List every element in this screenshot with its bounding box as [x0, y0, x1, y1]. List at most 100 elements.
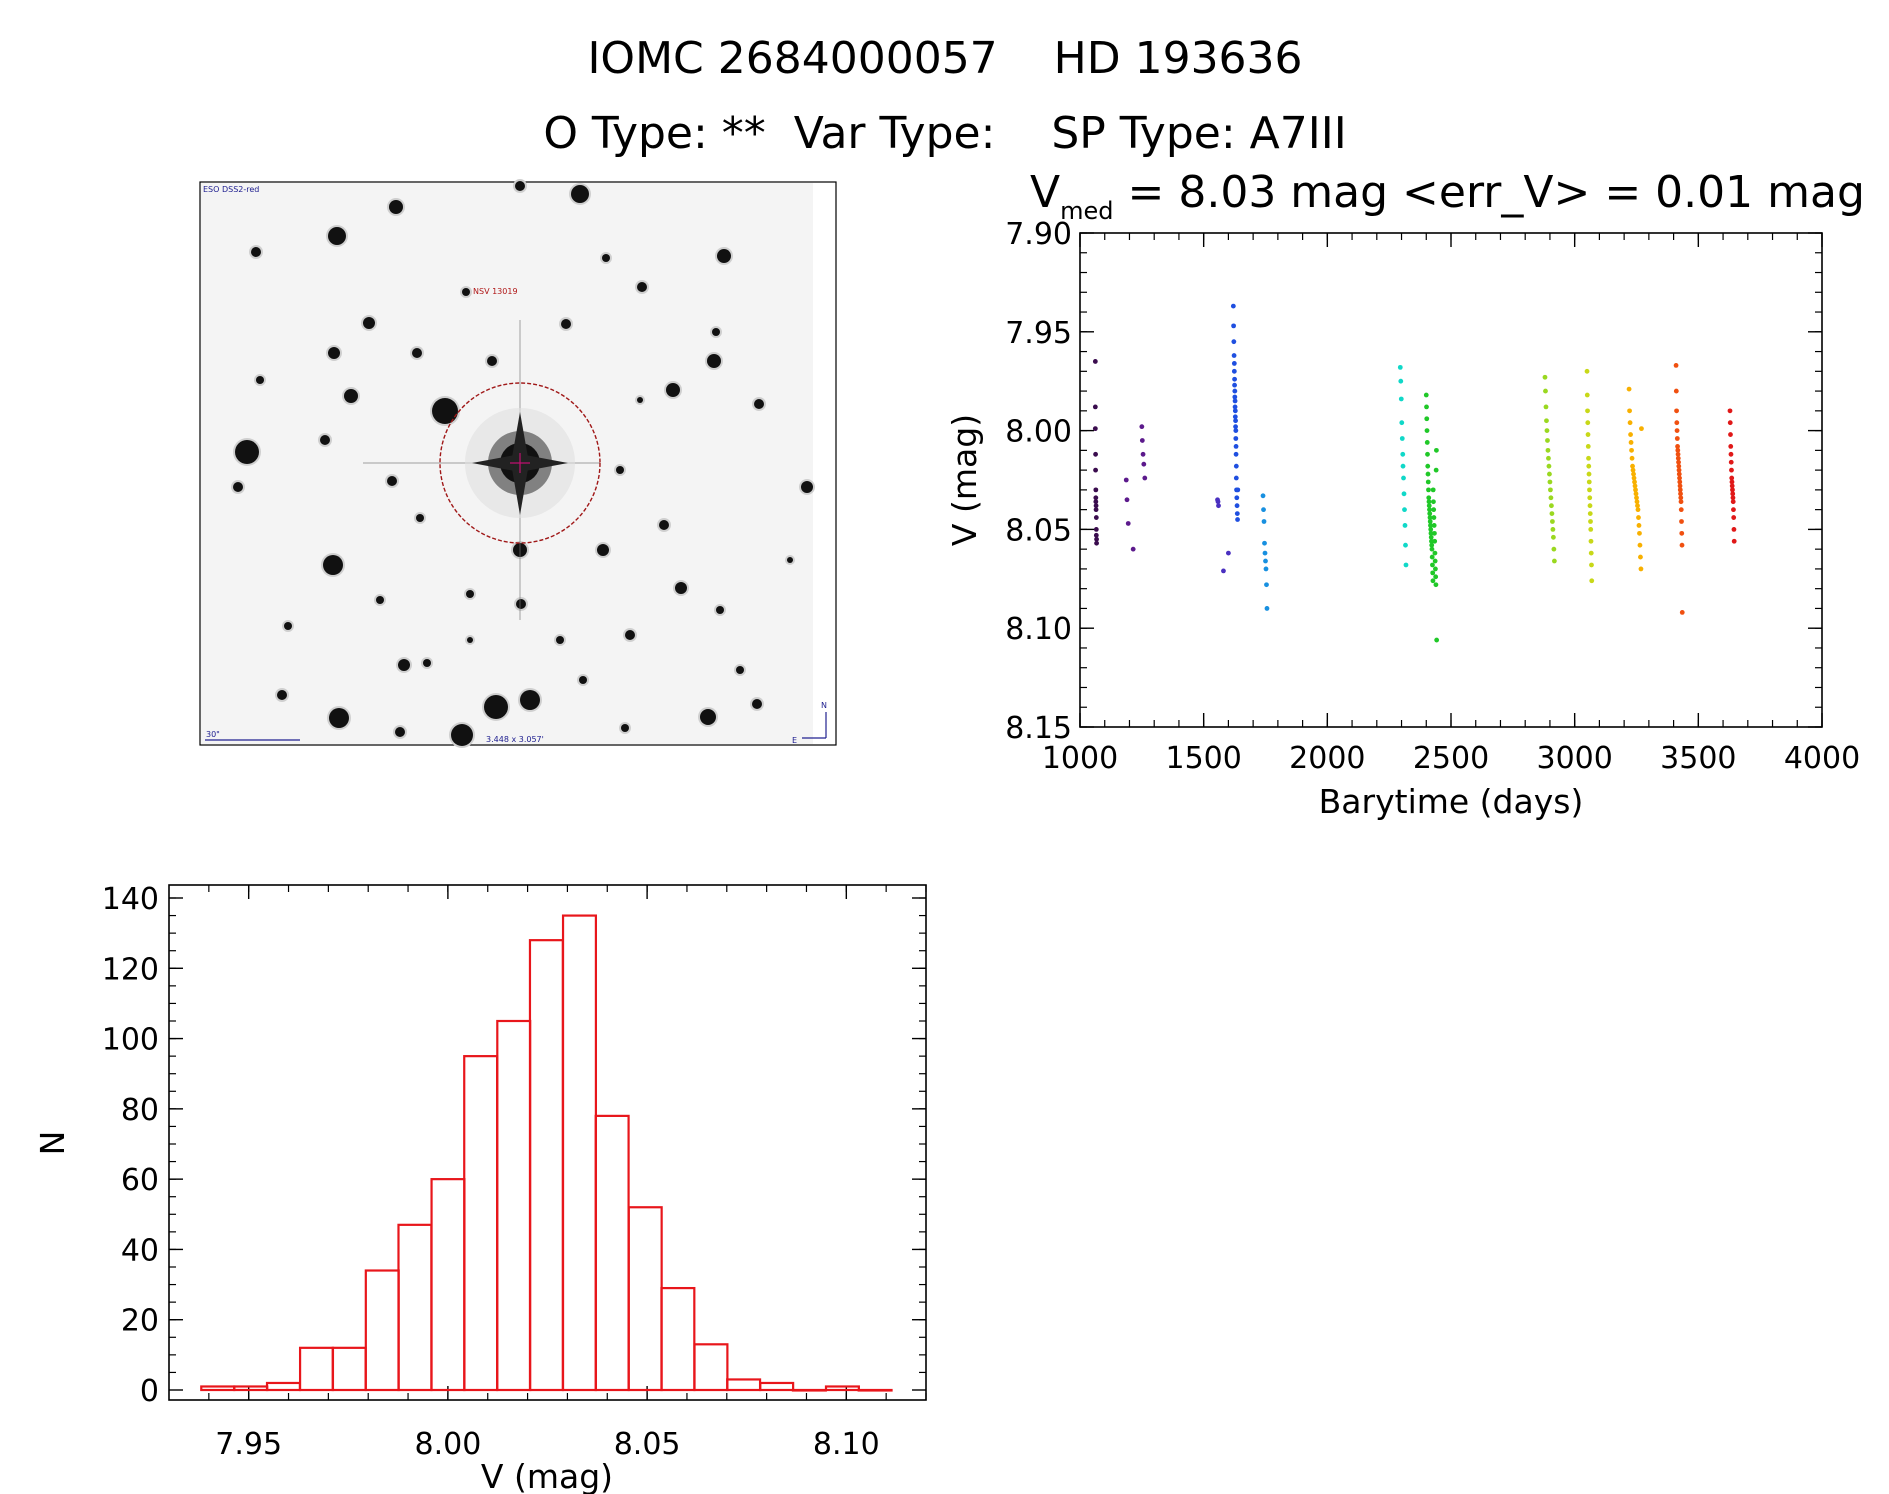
star [712, 328, 720, 336]
data-point [1676, 467, 1682, 473]
data-point [1676, 459, 1681, 465]
data-point [1674, 436, 1680, 441]
header-subtitle: O Type: ** Var Type: SP Type: A7III [543, 108, 1346, 159]
star [801, 481, 813, 493]
star [487, 356, 497, 366]
data-point [1679, 609, 1685, 615]
y-tick-label: 20 [121, 1304, 159, 1339]
star [625, 630, 635, 640]
star [344, 389, 358, 403]
data-point [1428, 534, 1434, 540]
data-point [1729, 475, 1735, 481]
star [666, 383, 680, 397]
histogram-bar [528, 939, 564, 1392]
data-point [1632, 479, 1637, 485]
data-point [1261, 507, 1266, 513]
data-point [1588, 519, 1593, 524]
star [754, 399, 764, 409]
star [736, 666, 744, 674]
data-point [1675, 451, 1681, 457]
histogram-bar [759, 1381, 795, 1392]
data-point [1677, 479, 1683, 485]
data-point [1231, 353, 1237, 358]
star [467, 637, 473, 643]
star [602, 254, 610, 262]
data-point [1221, 568, 1226, 574]
data-point [1631, 475, 1637, 481]
data-point [1226, 550, 1231, 556]
lightcurve-chart: Vmed = 8.03 mag <err_V> = 0.01 mag 1000 1… [945, 167, 1865, 821]
data-point [1677, 483, 1683, 489]
data-point [1588, 527, 1594, 532]
data-point [1139, 424, 1145, 430]
data-point [1233, 428, 1239, 433]
data-point [1424, 428, 1430, 433]
data-point [1433, 467, 1439, 473]
data-point [1633, 487, 1638, 493]
data-point [1587, 495, 1593, 501]
data-point [1731, 527, 1737, 532]
data-point [1424, 416, 1430, 422]
star [637, 397, 643, 403]
data-point [1679, 519, 1684, 524]
data-point [1673, 362, 1679, 368]
star [621, 724, 629, 732]
data-point [1728, 451, 1734, 457]
data-point [1634, 495, 1639, 501]
data-point [1545, 447, 1551, 453]
data-point [1551, 558, 1557, 564]
star [423, 659, 431, 667]
data-point [1433, 566, 1438, 572]
data-point [1543, 404, 1549, 410]
star [412, 348, 422, 358]
data-point [1431, 507, 1437, 513]
y-tick-label: 8.10 [1005, 612, 1072, 647]
data-point [1400, 451, 1406, 457]
data-point [1093, 507, 1099, 513]
data-point [1679, 542, 1685, 548]
star [387, 476, 397, 486]
data-point [1426, 503, 1432, 509]
data-point [1674, 420, 1680, 426]
data-point [1588, 538, 1594, 544]
data-point [1233, 444, 1239, 449]
data-point [1547, 471, 1552, 477]
data-point [1402, 507, 1407, 513]
data-point [1675, 444, 1680, 449]
data-point [1627, 408, 1632, 414]
data-point [1586, 463, 1592, 469]
data-point [1632, 483, 1638, 489]
data-point [1401, 475, 1406, 481]
target-label: NSV 13019 [473, 287, 518, 296]
data-point [1630, 467, 1636, 473]
header-title: IOMC 2684000057 HD 193636 [587, 33, 1302, 84]
y-tick-label: 0 [140, 1374, 159, 1409]
y-tick-label: 80 [121, 1093, 159, 1128]
histogram-bar [791, 1388, 827, 1392]
data-point [1547, 479, 1553, 485]
data-point [1730, 495, 1736, 501]
star [616, 466, 624, 474]
data-point [1432, 558, 1438, 564]
data-point [1585, 444, 1591, 449]
data-point [1550, 519, 1555, 524]
star [256, 376, 264, 384]
data-point [1231, 323, 1236, 329]
data-point [1543, 388, 1548, 394]
star [363, 317, 375, 329]
data-point [1428, 527, 1434, 532]
data-point [1262, 550, 1268, 556]
finder-stars [231, 179, 815, 748]
star [717, 249, 731, 263]
star [520, 690, 540, 710]
data-point [1548, 487, 1553, 493]
histogram-bar [496, 1019, 532, 1392]
data-point [1233, 463, 1239, 469]
x-tick-label: 8.10 [813, 1427, 880, 1462]
histogram-axes: 7.95 8.00 8.05 8.10 0 20 40 60 80 100 120 140 [102, 882, 927, 1462]
data-point [1431, 499, 1436, 505]
star [329, 708, 349, 728]
data-point [1424, 404, 1429, 410]
x-tick-label: 8.05 [614, 1427, 681, 1462]
star [376, 596, 384, 604]
